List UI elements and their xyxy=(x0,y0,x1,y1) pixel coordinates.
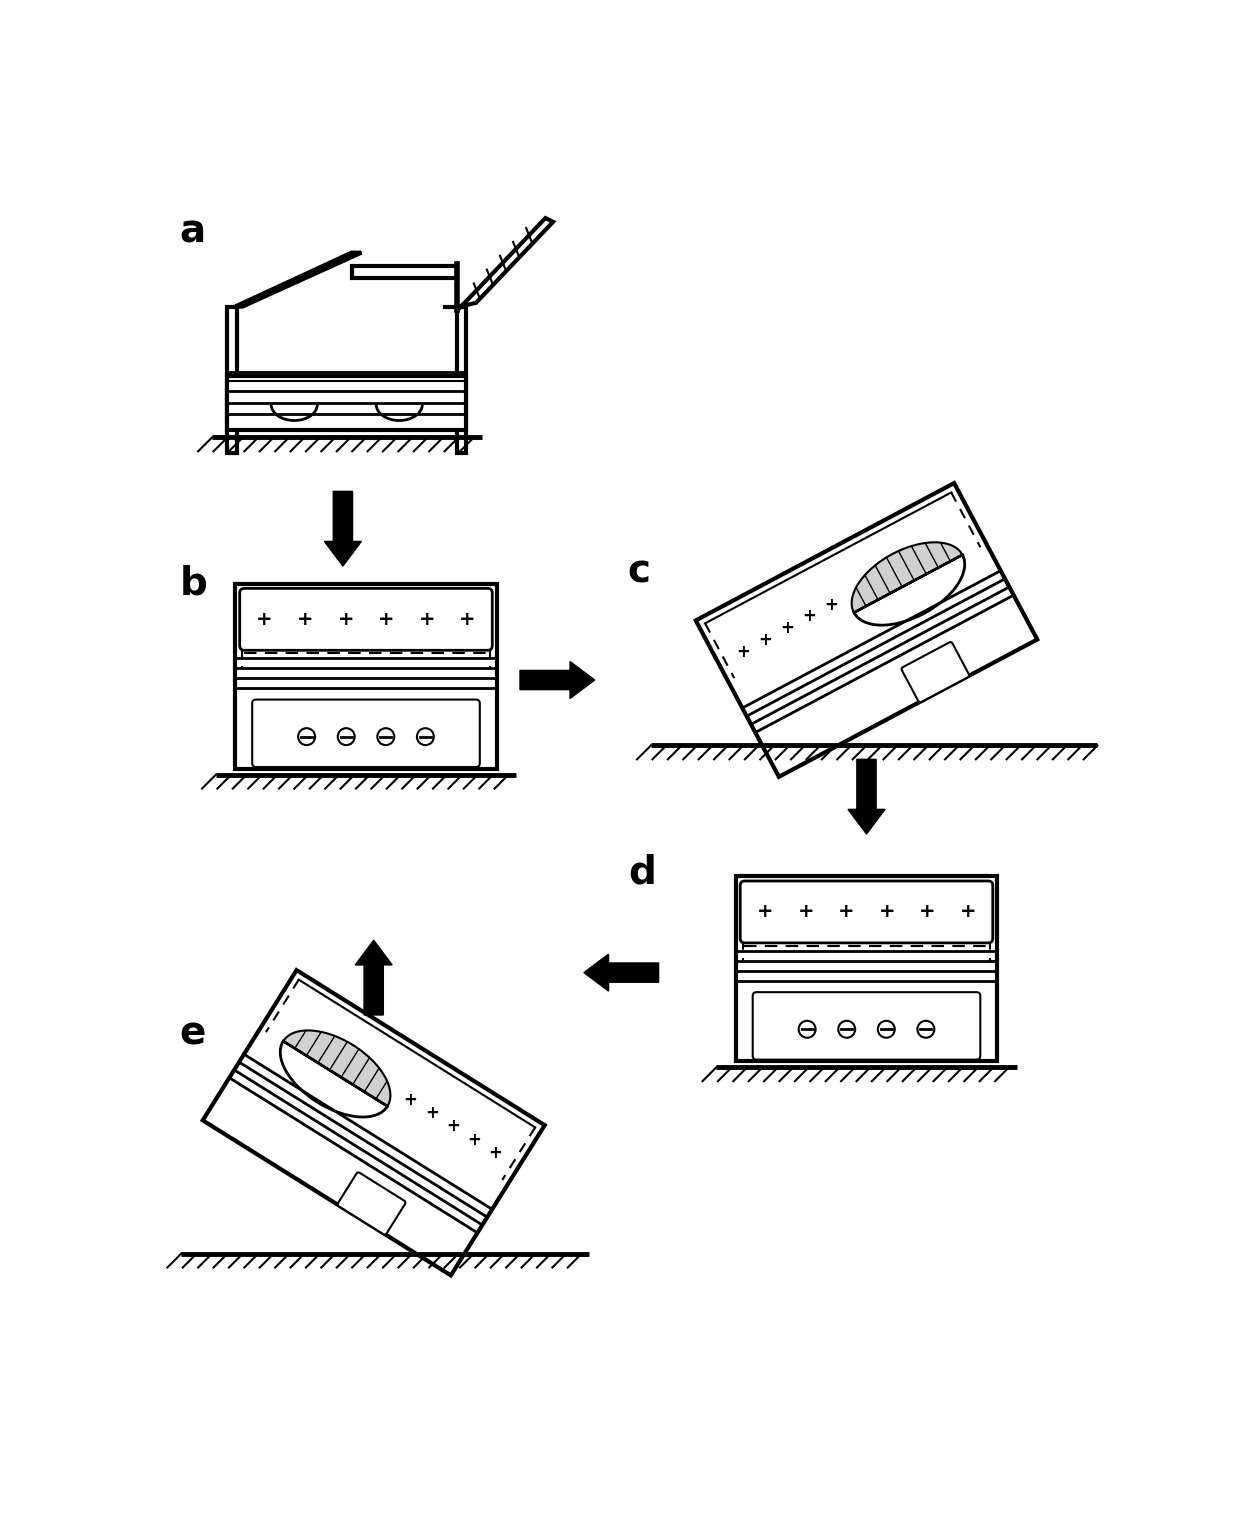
Text: a: a xyxy=(180,212,206,251)
Text: +: + xyxy=(446,1117,460,1135)
Circle shape xyxy=(799,1021,816,1038)
Text: +: + xyxy=(489,1144,502,1161)
Polygon shape xyxy=(520,662,595,698)
Bar xyxy=(696,483,1037,776)
FancyBboxPatch shape xyxy=(239,588,492,651)
Circle shape xyxy=(377,729,394,746)
Text: +: + xyxy=(425,1105,439,1122)
Text: +: + xyxy=(960,903,976,921)
FancyBboxPatch shape xyxy=(740,882,993,943)
Text: +: + xyxy=(780,619,794,637)
Text: c: c xyxy=(627,553,651,591)
Text: +: + xyxy=(378,610,394,630)
Text: +: + xyxy=(257,610,273,630)
Text: +: + xyxy=(737,642,750,660)
Text: +: + xyxy=(802,607,816,625)
Circle shape xyxy=(878,1021,895,1038)
FancyBboxPatch shape xyxy=(753,992,981,1059)
Polygon shape xyxy=(456,219,553,310)
Bar xyxy=(202,970,544,1276)
Circle shape xyxy=(918,1021,935,1038)
Circle shape xyxy=(838,1021,856,1038)
Circle shape xyxy=(417,729,434,746)
Text: +: + xyxy=(337,610,353,630)
FancyBboxPatch shape xyxy=(252,700,480,767)
Text: +: + xyxy=(758,631,773,649)
Text: +: + xyxy=(296,610,314,630)
Text: +: + xyxy=(878,903,895,921)
Text: +: + xyxy=(404,1091,418,1109)
Text: +: + xyxy=(797,903,813,921)
Text: e: e xyxy=(180,1015,206,1053)
Text: +: + xyxy=(838,903,854,921)
Text: +: + xyxy=(419,610,435,630)
FancyBboxPatch shape xyxy=(901,642,970,703)
Bar xyxy=(456,307,466,452)
Circle shape xyxy=(298,729,315,746)
Bar xyxy=(351,266,456,278)
Polygon shape xyxy=(584,953,658,992)
Text: +: + xyxy=(756,903,774,921)
FancyBboxPatch shape xyxy=(337,1172,405,1235)
Polygon shape xyxy=(852,542,962,613)
Polygon shape xyxy=(848,759,885,834)
Polygon shape xyxy=(355,940,392,1015)
Polygon shape xyxy=(236,252,361,307)
Bar xyxy=(735,877,997,1060)
Circle shape xyxy=(337,729,355,746)
Polygon shape xyxy=(325,492,361,565)
Text: b: b xyxy=(180,564,207,602)
Text: +: + xyxy=(919,903,935,921)
Bar xyxy=(227,307,237,452)
Text: +: + xyxy=(459,610,476,630)
Bar xyxy=(236,584,497,769)
Text: d: d xyxy=(627,853,656,891)
Bar xyxy=(227,376,466,429)
Polygon shape xyxy=(283,1030,391,1106)
Text: +: + xyxy=(467,1131,481,1149)
Text: +: + xyxy=(825,596,838,614)
